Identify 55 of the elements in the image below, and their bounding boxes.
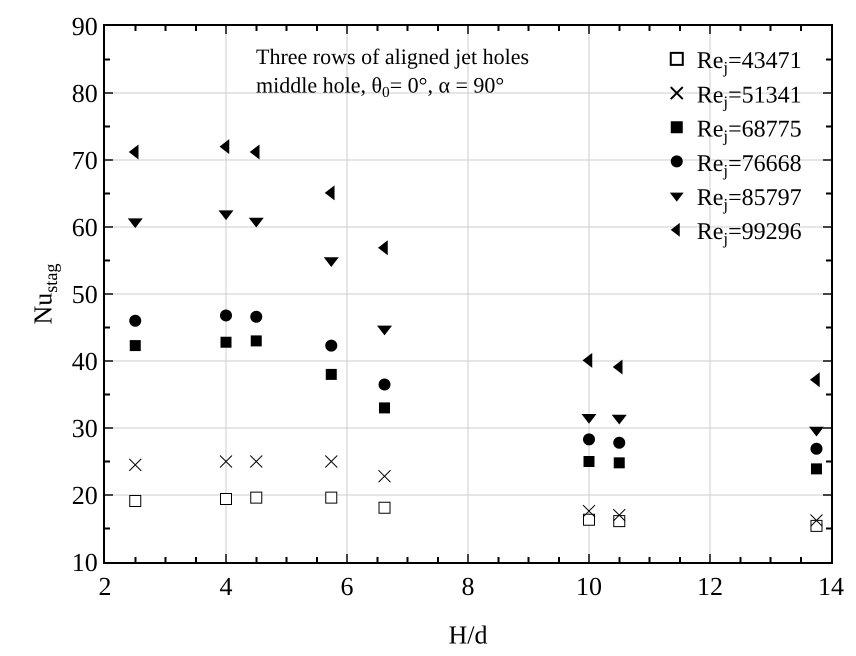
point [250, 335, 262, 346]
point [378, 502, 391, 514]
point [250, 310, 262, 323]
point [220, 493, 232, 506]
legend-label: Re$_{j}$=99296 [696, 219, 802, 248]
point [324, 455, 338, 468]
point [379, 402, 390, 414]
point [220, 455, 232, 468]
x-tick-label: 2 [98, 572, 112, 602]
point [613, 436, 626, 449]
point [583, 433, 595, 446]
point [250, 455, 263, 468]
legend-label: Re$_{j}$=51341 [696, 82, 802, 112]
y-tick-label: 80 [72, 79, 98, 108]
x-tick-label: 4 [220, 572, 232, 602]
y-tick-label: 10 [72, 548, 98, 578]
point [810, 514, 823, 527]
point [810, 463, 822, 474]
point [326, 368, 337, 380]
point [129, 495, 142, 508]
legend-label: Re$_{j}$=43471 [696, 48, 802, 78]
x-tick-label: 6 [340, 572, 354, 602]
annotation: middle hole, θ$_{0}$= 0°, α = 90° [256, 72, 504, 102]
point [614, 457, 625, 468]
y-tick-label: 40 [72, 347, 98, 376]
legend-label: Re$_{j}$=68775 [696, 116, 802, 146]
x-tick-label: 14 [818, 572, 844, 602]
y-tick-label: 90 [72, 12, 98, 42]
point [128, 458, 142, 472]
x-tick-label: 10 [576, 572, 602, 602]
point [612, 508, 626, 522]
y-tick-label: 70 [72, 146, 98, 176]
y-tick-label: 60 [72, 213, 98, 242]
x-tick-label: 12 [697, 572, 723, 602]
legend-label: Re$_{j}$=76668 [696, 150, 802, 180]
point [810, 442, 822, 455]
point [325, 340, 338, 352]
point [583, 514, 595, 526]
point [250, 492, 262, 504]
annotation: Three rows of aligned jet holes [256, 44, 530, 69]
point [584, 456, 594, 467]
point [129, 314, 142, 327]
point [220, 336, 232, 348]
point [378, 470, 392, 483]
x-axis-title: H/d [448, 620, 488, 650]
point [582, 504, 596, 518]
point [130, 340, 141, 352]
x-tick-label: 8 [462, 572, 474, 602]
y-tick-label: 20 [72, 481, 98, 510]
point [325, 492, 338, 504]
y-tick-label: 30 [72, 414, 98, 444]
point [220, 309, 232, 322]
y-tick-label: 50 [72, 280, 98, 310]
point [378, 378, 391, 390]
legend-label: Re$_{j}$=85797 [696, 184, 802, 214]
